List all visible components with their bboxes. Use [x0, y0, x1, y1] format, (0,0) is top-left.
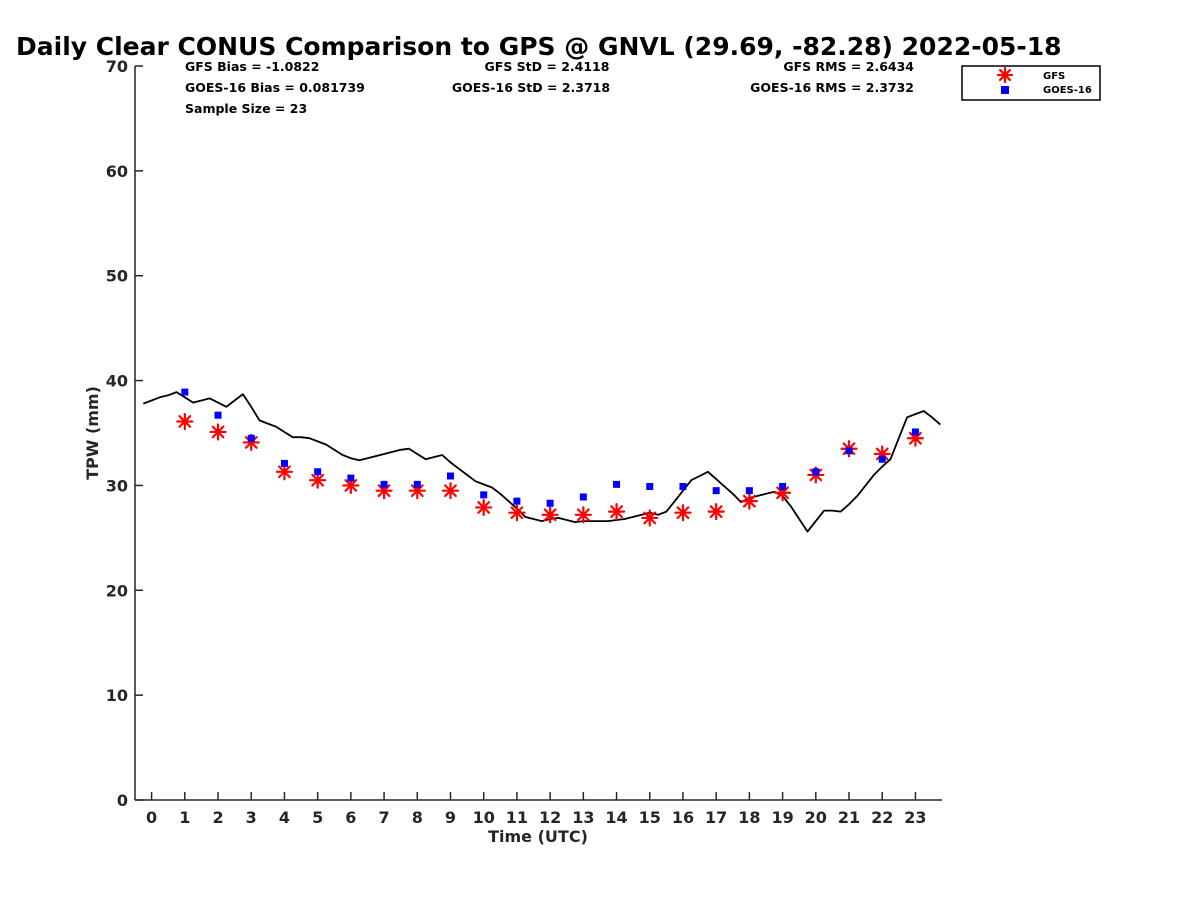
x-tick-label: 23: [904, 808, 926, 827]
x-tick-label: 9: [445, 808, 456, 827]
gfs-point: [641, 509, 659, 527]
gfs-point: [475, 498, 493, 517]
gps-series-line: [142, 391, 941, 533]
goes-point: [214, 411, 222, 419]
x-tick-label: 19: [771, 808, 793, 827]
gfs-point: [674, 504, 692, 522]
gfs-std-text: GFS StD = 2.4118: [485, 59, 610, 74]
x-tick-label: 7: [379, 808, 390, 827]
goes-point: [845, 447, 853, 455]
gfs-point: [740, 492, 758, 510]
series-layer: [142, 388, 941, 533]
y-tick-label: 70: [106, 57, 128, 76]
goes-point: [745, 487, 753, 495]
goes-point: [314, 468, 322, 476]
x-tick-label: 8: [412, 808, 423, 827]
x-tick-label: 21: [838, 808, 860, 827]
x-axis-label: Time (UTC): [488, 827, 588, 846]
legend-goes-label: GOES-16: [1043, 85, 1092, 96]
gfs-point: [209, 423, 227, 441]
x-tick-label: 16: [672, 808, 694, 827]
y-tick-label: 50: [106, 267, 128, 286]
x-tick-label: 5: [312, 808, 323, 827]
y-axis-label: TPW (mm): [83, 386, 102, 480]
legend: GFS GOES-16: [961, 65, 1101, 101]
goes-point: [613, 480, 621, 488]
x-tick-label: 11: [506, 808, 528, 827]
x-tick-label: 18: [738, 808, 760, 827]
gfs-point: [176, 412, 194, 431]
goes-point: [646, 482, 654, 490]
legend-gfs-marker: [996, 66, 1014, 84]
x-ticks: 0 1 2 3 4 5 6 7 8 9 10 11 12 13 14 15 16 17 18 19 20 21 22 23: [146, 792, 927, 827]
y-tick-label: 10: [106, 686, 128, 705]
chart-title: Daily Clear CONUS Comparison to GPS @ GN…: [16, 32, 1062, 61]
gfs-rms-text: GFS RMS = 2.6434: [783, 59, 914, 74]
x-tick-label: 13: [572, 808, 594, 827]
goes-point: [247, 434, 255, 442]
legend-box: [961, 65, 1101, 101]
gfs-point: [707, 503, 725, 521]
y-tick-label: 30: [106, 476, 128, 495]
goes-point: [712, 487, 720, 495]
x-tick-label: 22: [871, 808, 893, 827]
goes-point: [446, 472, 454, 480]
goes-point: [513, 497, 521, 505]
goes-point: [911, 428, 919, 436]
y-tick-label: 20: [106, 581, 128, 600]
x-tick-label: 10: [473, 808, 495, 827]
x-tick-label: 17: [705, 808, 727, 827]
sample-size-text: Sample Size = 23: [185, 101, 307, 116]
x-tick-label: 4: [279, 808, 290, 827]
goes-point: [347, 474, 355, 482]
x-tick-label: 0: [146, 808, 157, 827]
x-tick-label: 15: [639, 808, 661, 827]
x-tick-label: 14: [605, 808, 627, 827]
y-ticks: 0 10 20 30 40 50 60 70: [106, 57, 143, 810]
gfs-point: [607, 503, 626, 521]
y-tick-label: 60: [106, 162, 128, 181]
goes-point: [779, 482, 787, 490]
legend-goes-marker: [1001, 86, 1009, 94]
y-tick-label: 40: [106, 372, 128, 391]
goes-point: [280, 459, 288, 467]
goes-std-text: GOES-16 StD = 2.3718: [452, 80, 610, 95]
goes-point: [878, 455, 886, 463]
x-tick-label: 2: [212, 808, 223, 827]
goes-point: [413, 480, 421, 488]
goes-point: [181, 388, 189, 396]
gfs-bias-text: GFS Bias = -1.0822: [185, 59, 319, 74]
goes-bias-text: GOES-16 Bias = 0.081739: [185, 80, 365, 95]
goes-point: [579, 493, 587, 501]
goes-point: [812, 468, 820, 476]
legend-gfs-label: GFS: [1043, 71, 1065, 82]
x-tick-label: 20: [805, 808, 827, 827]
goes-point: [546, 499, 554, 507]
x-tick-label: 12: [539, 808, 561, 827]
legend-gfs-asterisk: [996, 66, 1014, 84]
x-tick-label: 3: [246, 808, 257, 827]
x-tick-label: 1: [179, 808, 190, 827]
goes-point: [480, 491, 488, 499]
gfs-point: [508, 504, 526, 522]
goes-point: [679, 482, 687, 490]
y-tick-label: 0: [117, 791, 128, 810]
goes-point: [380, 480, 388, 488]
gfs-point: [441, 482, 460, 500]
stats-annotations: GFS Bias = -1.0822 GOES-16 Bias = 0.0817…: [185, 59, 914, 116]
gfs-point: [541, 506, 559, 524]
x-tick-label: 6: [345, 808, 356, 827]
goes-rms-text: GOES-16 RMS = 2.3732: [750, 80, 914, 95]
gfs-point: [342, 476, 360, 495]
gfs-point: [574, 506, 592, 524]
